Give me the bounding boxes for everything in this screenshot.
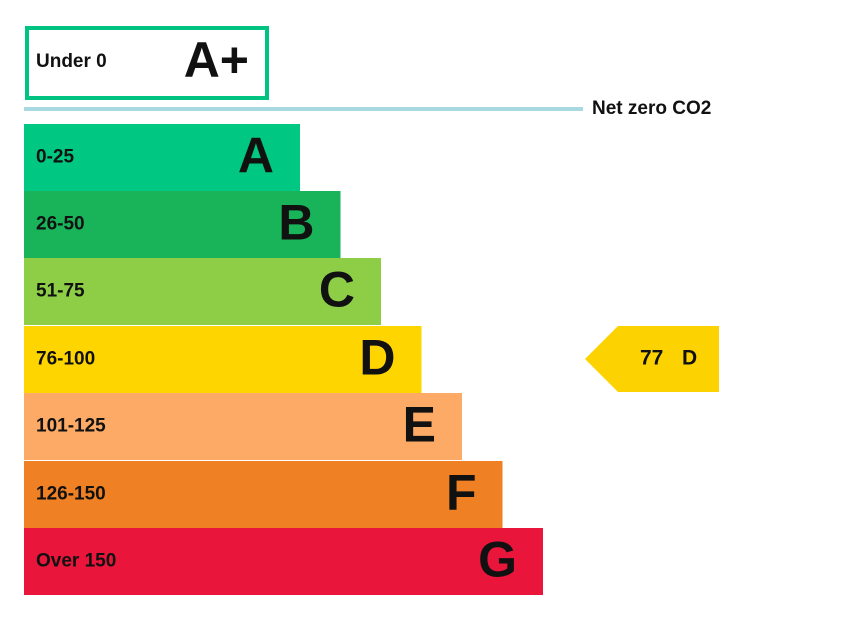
band-letter: C [319, 262, 355, 318]
top-band-box [25, 26, 269, 100]
band-letter: F [446, 465, 477, 521]
band-bar [24, 393, 462, 460]
band-range: 26-50 [36, 214, 85, 235]
current-rating-pointer [585, 326, 719, 392]
band-bar [24, 528, 543, 595]
band-letter: A [238, 128, 274, 184]
top-band-letter: A+ [184, 32, 249, 88]
band-bar [24, 326, 422, 393]
current-score: 77 [640, 347, 663, 370]
current-letter: D [682, 347, 697, 370]
band-bar [24, 191, 341, 258]
band-bar [24, 258, 381, 325]
band-range: 51-75 [36, 281, 85, 302]
band-range: 101-125 [36, 416, 106, 437]
band-range: 76-100 [36, 349, 95, 370]
band-letter: E [403, 397, 436, 453]
band-letter: G [478, 532, 517, 588]
band-letter: D [359, 330, 395, 386]
band-range: 0-25 [36, 147, 74, 168]
net-zero-label: Net zero CO2 [592, 98, 711, 119]
band-range: Over 150 [36, 551, 116, 572]
band-bar [24, 461, 503, 528]
band-range: 126-150 [36, 484, 106, 505]
band-bar [24, 124, 300, 191]
band-letter: B [278, 195, 314, 251]
top-band-range: Under 0 [36, 51, 107, 72]
